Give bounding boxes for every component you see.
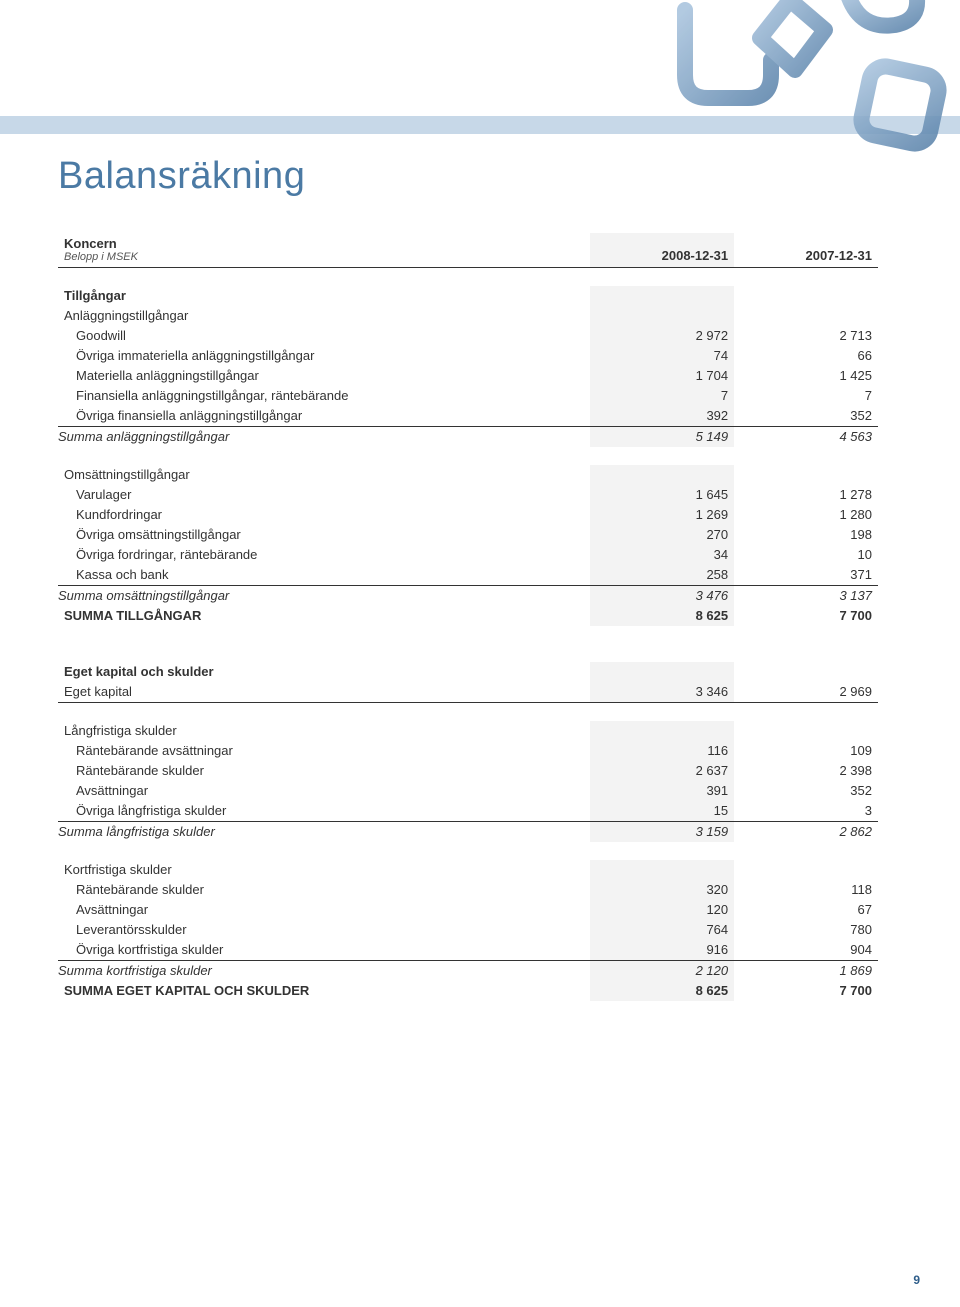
subsection-kort: Kortfristiga skulder xyxy=(58,860,878,880)
row-mat: Materiella anläggningstillgångar 1 704 1… xyxy=(58,366,878,386)
row-varul: Varulager 1 645 1 278 xyxy=(58,485,878,505)
row-kassa: Kassa och bank 258 371 xyxy=(58,565,878,586)
header-left: Koncern Belopp i MSEK xyxy=(58,233,590,267)
row-k-avs: Avsättningar 120 67 xyxy=(58,900,878,920)
row-goodwill: Goodwill 2 972 2 713 xyxy=(58,326,878,346)
row-eget-kap: Eget kapital 3 346 2 969 xyxy=(58,682,878,703)
subsection-oms: Omsättningstillgångar xyxy=(58,465,878,485)
row-rb-avs: Räntebärande avsättningar 116 109 xyxy=(58,741,878,761)
row-lev: Leverantörsskulder 764 780 xyxy=(58,920,878,940)
content-area: Balansräkning Koncern Belopp i MSEK 2008… xyxy=(58,155,902,1001)
row-ovr-fin: Övriga finansiella anläggningstillgångar… xyxy=(58,406,878,427)
decorative-graphic xyxy=(660,0,960,175)
row-ovr-kort: Övriga kortfristiga skulder 916 904 xyxy=(58,940,878,961)
balance-sheet-table: Koncern Belopp i MSEK 2008-12-31 2007-12… xyxy=(58,233,878,1001)
row-ovr-ford: Övriga fordringar, räntebärande 34 10 xyxy=(58,545,878,565)
page: Balansräkning Koncern Belopp i MSEK 2008… xyxy=(0,0,960,1307)
row-rb-sk: Räntebärande skulder 2 637 2 398 xyxy=(58,761,878,781)
row-sum-kort: Summa kortfristiga skulder 2 120 1 869 xyxy=(58,960,878,981)
section-eget-sk: Eget kapital och skulder xyxy=(58,662,878,682)
subsection-lang: Långfristiga skulder xyxy=(58,721,878,741)
page-title: Balansräkning xyxy=(58,155,902,198)
row-sum-till: SUMMA TILLGÅNGAR 8 625 7 700 xyxy=(58,606,878,626)
row-sum-lang: Summa långfristiga skulder 3 159 2 862 xyxy=(58,821,878,842)
row-sum-oms: Summa omsättningstillgångar 3 476 3 137 xyxy=(58,585,878,606)
col-header-1: 2008-12-31 xyxy=(590,233,734,267)
row-fin-r: Finansiella anläggningstillgångar, ränte… xyxy=(58,386,878,406)
row-imm: Övriga immateriella anläggningstillgånga… xyxy=(58,346,878,366)
col-header-2: 2007-12-31 xyxy=(734,233,878,267)
row-avs: Avsättningar 391 352 xyxy=(58,781,878,801)
row-ovr-lang: Övriga långfristiga skulder 15 3 xyxy=(58,801,878,822)
section-tillgangar: Tillgångar xyxy=(58,286,878,306)
koncern-label: Koncern xyxy=(64,236,584,251)
belopp-label: Belopp i MSEK xyxy=(64,251,584,263)
table-header-row: Koncern Belopp i MSEK 2008-12-31 2007-12… xyxy=(58,233,878,267)
row-kund: Kundfordringar 1 269 1 280 xyxy=(58,505,878,525)
page-number: 9 xyxy=(913,1273,920,1287)
row-k-rb-sk: Räntebärande skulder 320 118 xyxy=(58,880,878,900)
subsection-anl: Anläggningstillgångar xyxy=(58,306,878,326)
header-band xyxy=(0,116,960,134)
row-ovr-oms: Övriga omsättningstillgångar 270 198 xyxy=(58,525,878,545)
row-sum-eget: SUMMA EGET KAPITAL OCH SKULDER 8 625 7 7… xyxy=(58,981,878,1001)
row-sum-anl: Summa anläggningstillgångar 5 149 4 563 xyxy=(58,426,878,447)
